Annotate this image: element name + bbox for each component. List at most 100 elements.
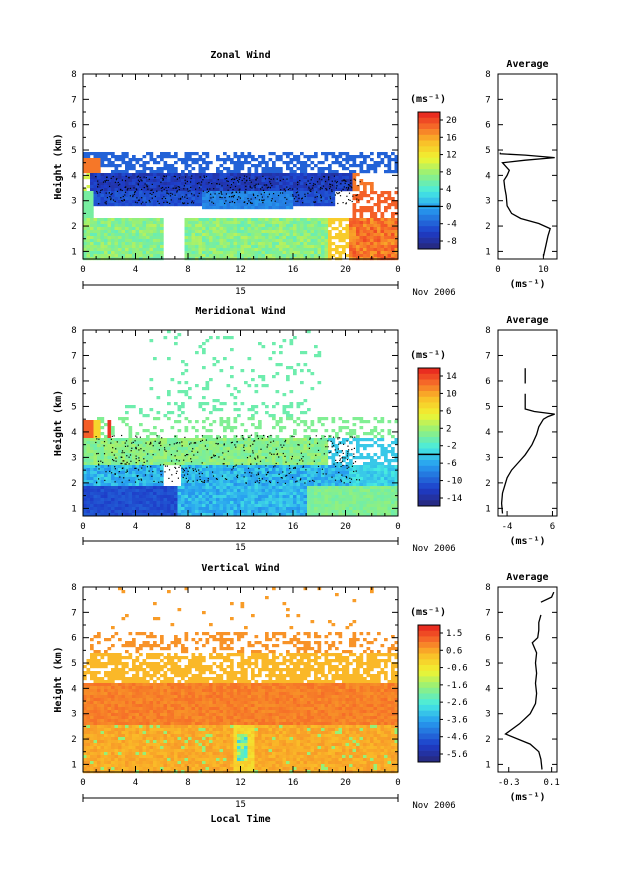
heatmap-cell xyxy=(230,170,234,174)
heatmap-cell xyxy=(317,221,322,225)
heatmap-cell xyxy=(279,465,283,469)
heatmap-cell xyxy=(188,155,192,159)
heatmap-cell xyxy=(191,507,196,511)
heatmap-cell xyxy=(107,471,112,475)
heatmap-cell xyxy=(230,447,234,451)
heatmap-cell xyxy=(209,173,213,177)
heatmap-cell xyxy=(181,170,185,174)
heatmap-cell xyxy=(139,239,143,243)
heatmap-cell xyxy=(275,173,280,177)
heatmap-cell xyxy=(202,492,206,496)
heatmap-cell xyxy=(233,221,238,225)
heatmap-cell xyxy=(293,239,297,243)
heatmap-cell xyxy=(170,185,175,189)
heatmap-cell xyxy=(212,176,217,180)
heatmap-cell xyxy=(121,155,126,159)
heatmap-cell xyxy=(163,495,168,499)
heatmap-cell xyxy=(237,492,241,496)
heatmap-cell xyxy=(286,378,290,382)
heatmap-cell xyxy=(100,233,105,237)
heatmap-cell xyxy=(237,390,241,394)
heatmap-cell xyxy=(184,203,189,207)
heatmap-cell xyxy=(153,161,157,165)
heatmap-cell xyxy=(328,191,332,195)
heatmap-cell xyxy=(240,492,245,496)
heatmap-cell xyxy=(244,456,248,460)
heatmap-cell xyxy=(146,230,150,234)
heatmap-cell xyxy=(160,152,164,156)
heatmap-cell xyxy=(233,447,238,451)
heatmap-cell xyxy=(163,513,168,517)
heatmap-cell xyxy=(380,227,385,231)
heatmap-cell xyxy=(90,173,94,177)
heatmap-cell xyxy=(279,453,283,457)
heatmap-cell xyxy=(223,462,227,466)
heatmap-cell xyxy=(356,245,360,249)
heatmap-cell xyxy=(139,242,143,246)
heatmap-cell xyxy=(90,245,94,249)
heatmap-cell xyxy=(163,498,168,502)
contour-dot xyxy=(279,179,281,182)
heatmap-cell xyxy=(363,209,367,213)
heatmap-cell xyxy=(195,483,199,487)
heatmap-cell xyxy=(258,486,262,490)
heatmap-cell xyxy=(317,188,322,192)
heatmap-cell xyxy=(289,453,294,457)
heatmap-cell xyxy=(90,480,94,484)
heatmap-cell xyxy=(240,176,245,180)
heatmap-cell xyxy=(391,218,395,222)
heatmap-cell xyxy=(282,197,287,201)
heatmap-cell xyxy=(251,191,255,195)
heatmap-cell xyxy=(97,423,101,427)
heatmap-cell xyxy=(272,170,276,174)
heatmap-cell xyxy=(272,224,276,228)
heatmap-cell xyxy=(265,200,269,204)
contour-dot xyxy=(234,202,236,204)
heatmap-cell xyxy=(107,507,112,511)
heatmap-cell xyxy=(226,459,231,463)
heatmap-cell xyxy=(275,203,280,207)
heatmap-cell xyxy=(132,191,136,195)
heatmap-cell xyxy=(338,254,343,258)
heatmap-cell xyxy=(90,224,94,228)
heatmap-cell xyxy=(307,197,311,201)
heatmap-cell xyxy=(226,486,231,490)
heatmap-cell xyxy=(111,194,115,198)
heatmap-cell xyxy=(125,176,129,180)
heatmap-cell xyxy=(219,170,224,174)
contour-dot xyxy=(106,176,108,178)
heatmap-cell xyxy=(205,492,210,496)
heatmap-cell xyxy=(195,513,199,517)
contour-dot xyxy=(255,183,257,185)
heatmap-cell xyxy=(93,188,98,192)
contour-dot xyxy=(249,179,251,181)
heatmap-cell xyxy=(265,504,269,508)
heatmap-cell xyxy=(219,218,224,222)
heatmap-cell xyxy=(90,447,94,451)
heatmap-cell xyxy=(286,462,290,466)
heatmap-cell xyxy=(118,486,122,490)
heatmap-cell xyxy=(230,486,234,490)
heatmap-cell xyxy=(300,221,304,225)
heatmap-cell xyxy=(226,251,231,255)
heatmap-cell xyxy=(226,465,231,469)
heatmap-cell xyxy=(83,471,87,475)
heatmap-cell xyxy=(212,465,217,469)
heatmap-cell xyxy=(216,233,220,237)
heatmap-cell xyxy=(216,444,220,448)
heatmap-cell xyxy=(160,233,164,237)
heatmap-cell xyxy=(128,498,133,502)
heatmap-cell xyxy=(195,173,199,177)
heatmap-cell xyxy=(275,462,280,466)
heatmap-cell xyxy=(265,167,269,171)
heatmap-cell xyxy=(202,486,206,490)
heatmap-cell xyxy=(373,236,378,240)
heatmap-cell xyxy=(125,477,129,481)
contour-dot xyxy=(232,196,235,198)
heatmap-cell xyxy=(156,510,161,514)
heatmap-cell xyxy=(205,197,210,201)
heatmap-cell xyxy=(338,185,343,189)
heatmap-cell xyxy=(107,242,112,246)
heatmap-cell xyxy=(219,450,224,454)
heatmap-cell xyxy=(216,224,220,228)
